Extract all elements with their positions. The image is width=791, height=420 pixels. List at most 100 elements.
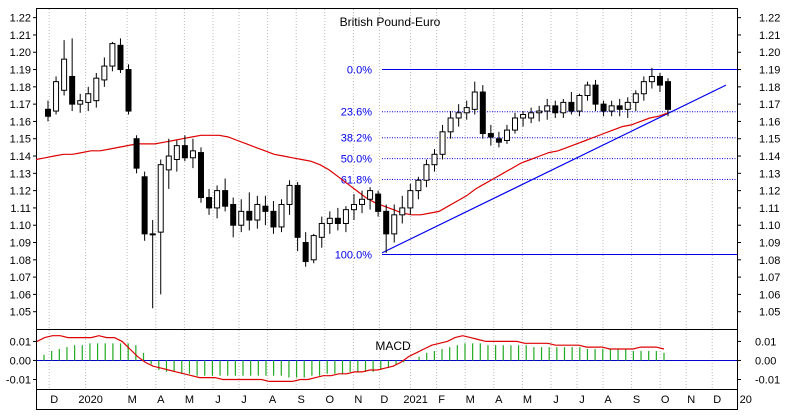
candle-body	[326, 217, 333, 224]
candle-body	[141, 176, 148, 235]
x-tick-label: M	[466, 394, 475, 406]
y-tick-label-left: 1.05	[10, 307, 31, 319]
price-axes: 1.22 1.22 1.21 1.21 1.20 1.20 1.19 1.19 1.18 1.18…	[10, 13, 781, 319]
time-axis: D 2020 M A M J J A S O N D 2021 F M A M J J A S O N D 20	[50, 394, 752, 406]
candle-body	[334, 217, 341, 224]
candle-body	[656, 75, 663, 86]
y-tick-label-left: 1.19	[10, 65, 31, 77]
x-tick-label: O	[661, 394, 670, 406]
y-tick-label-right: 1.18	[759, 82, 780, 94]
candle-body	[350, 203, 357, 211]
y-tick-label-left: 1.21	[10, 30, 31, 42]
fib-level-label: 23.6%	[341, 107, 372, 119]
y-tick-label-right: 1.17	[759, 99, 780, 111]
y-tick-label-left: 1.22	[10, 13, 31, 25]
candle-body	[592, 84, 599, 105]
candle-body	[391, 214, 398, 235]
y-tick-label-left: 1.16	[10, 116, 31, 128]
macd-axes: 0.01 0.01 0.00 0.00 -0.01 -0.01	[6, 336, 780, 386]
x-tick-label: A	[604, 394, 612, 406]
macd-tick-label-right: 0.01	[755, 336, 776, 348]
y-tick-label-right: 1.11	[759, 203, 780, 215]
macd-label: MACD	[375, 339, 411, 353]
candle-body	[447, 117, 454, 133]
y-tick-label-left: 1.10	[10, 220, 31, 232]
candle-body	[214, 190, 221, 209]
candle-body	[552, 105, 559, 114]
candle-body	[487, 133, 494, 138]
candle-body	[302, 242, 309, 263]
candle-body	[479, 91, 486, 135]
candle-body	[246, 210, 253, 221]
candle-body	[584, 84, 591, 96]
candle-body	[238, 210, 245, 226]
candle-body	[512, 117, 519, 131]
candle-body	[415, 179, 422, 192]
chart-title: British Pound-Euro	[340, 15, 441, 29]
macd-signal-line	[36, 335, 665, 382]
y-tick-label-left: 1.18	[10, 82, 31, 94]
candle-body	[463, 107, 470, 114]
y-tick-label-left: 1.12	[10, 186, 31, 198]
y-tick-label-left: 1.15	[10, 134, 31, 146]
trendline	[381, 84, 727, 254]
candle-body	[85, 93, 92, 103]
x-tick-label: J	[553, 394, 559, 406]
y-tick-label-right: 1.21	[759, 30, 780, 42]
y-tick-label-right: 1.14	[759, 151, 780, 163]
y-tick-label-right: 1.20	[759, 47, 780, 59]
candle-body	[149, 233, 156, 236]
y-tick-label-left: 1.20	[10, 47, 31, 59]
candle-body	[101, 65, 108, 81]
candle-body	[665, 81, 671, 110]
candle-body	[222, 190, 229, 207]
y-tick-label-right: 1.07	[759, 272, 780, 284]
fib-level-label: 50.0%	[341, 154, 372, 166]
x-tick-label: F	[438, 394, 445, 406]
x-tick-label: D	[50, 394, 58, 406]
candle-body	[359, 198, 366, 205]
candle-body	[254, 203, 261, 221]
x-tick-label: O	[326, 394, 335, 406]
candlesticks	[45, 38, 671, 309]
x-tick-label: S	[633, 394, 640, 406]
candle-body	[407, 190, 414, 209]
y-tick-label-left: 1.14	[10, 151, 31, 163]
y-tick-label-left: 1.11	[10, 203, 31, 215]
y-tick-label-right: 1.06	[759, 289, 780, 301]
macd-tick-label-left: 0.01	[10, 336, 31, 348]
candle-body	[77, 100, 84, 105]
candle-body	[278, 203, 285, 228]
fibonacci-retracement: 0.0% 23.6% 38.2% 50.0% 61.8% 100.0%	[335, 65, 737, 261]
candle-body	[230, 203, 237, 226]
x-tick-label: 20	[740, 394, 752, 406]
y-tick-label-left: 1.09	[10, 238, 31, 250]
candle-body	[600, 103, 607, 112]
x-tick-label: J	[579, 394, 585, 406]
candle-body	[367, 190, 374, 200]
y-tick-label-right: 1.09	[759, 238, 780, 250]
candle-body	[536, 110, 543, 114]
candle-body	[576, 94, 583, 112]
candle-body	[157, 164, 164, 233]
candle-body	[61, 58, 68, 91]
x-tick-label: A	[495, 394, 503, 406]
candle-body	[181, 145, 188, 159]
x-tick-label: J	[215, 394, 221, 406]
y-tick-label-right: 1.13	[759, 168, 780, 180]
candle-body	[117, 44, 124, 71]
candle-body	[544, 105, 551, 112]
candle-body	[93, 77, 100, 102]
candle-body	[310, 235, 317, 261]
fib-level-label: 0.0%	[347, 65, 372, 77]
y-tick-label-right: 1.05	[759, 307, 780, 319]
candle-body	[399, 207, 406, 216]
y-tick-label-left: 1.13	[10, 168, 31, 180]
candle-body	[125, 69, 132, 112]
candle-body	[109, 43, 116, 67]
x-tick-label: S	[298, 394, 305, 406]
candle-body	[560, 101, 567, 114]
candle-body	[423, 164, 430, 181]
y-tick-label-right: 1.15	[759, 134, 780, 146]
macd-tick-label-right: 0.00	[755, 355, 776, 367]
